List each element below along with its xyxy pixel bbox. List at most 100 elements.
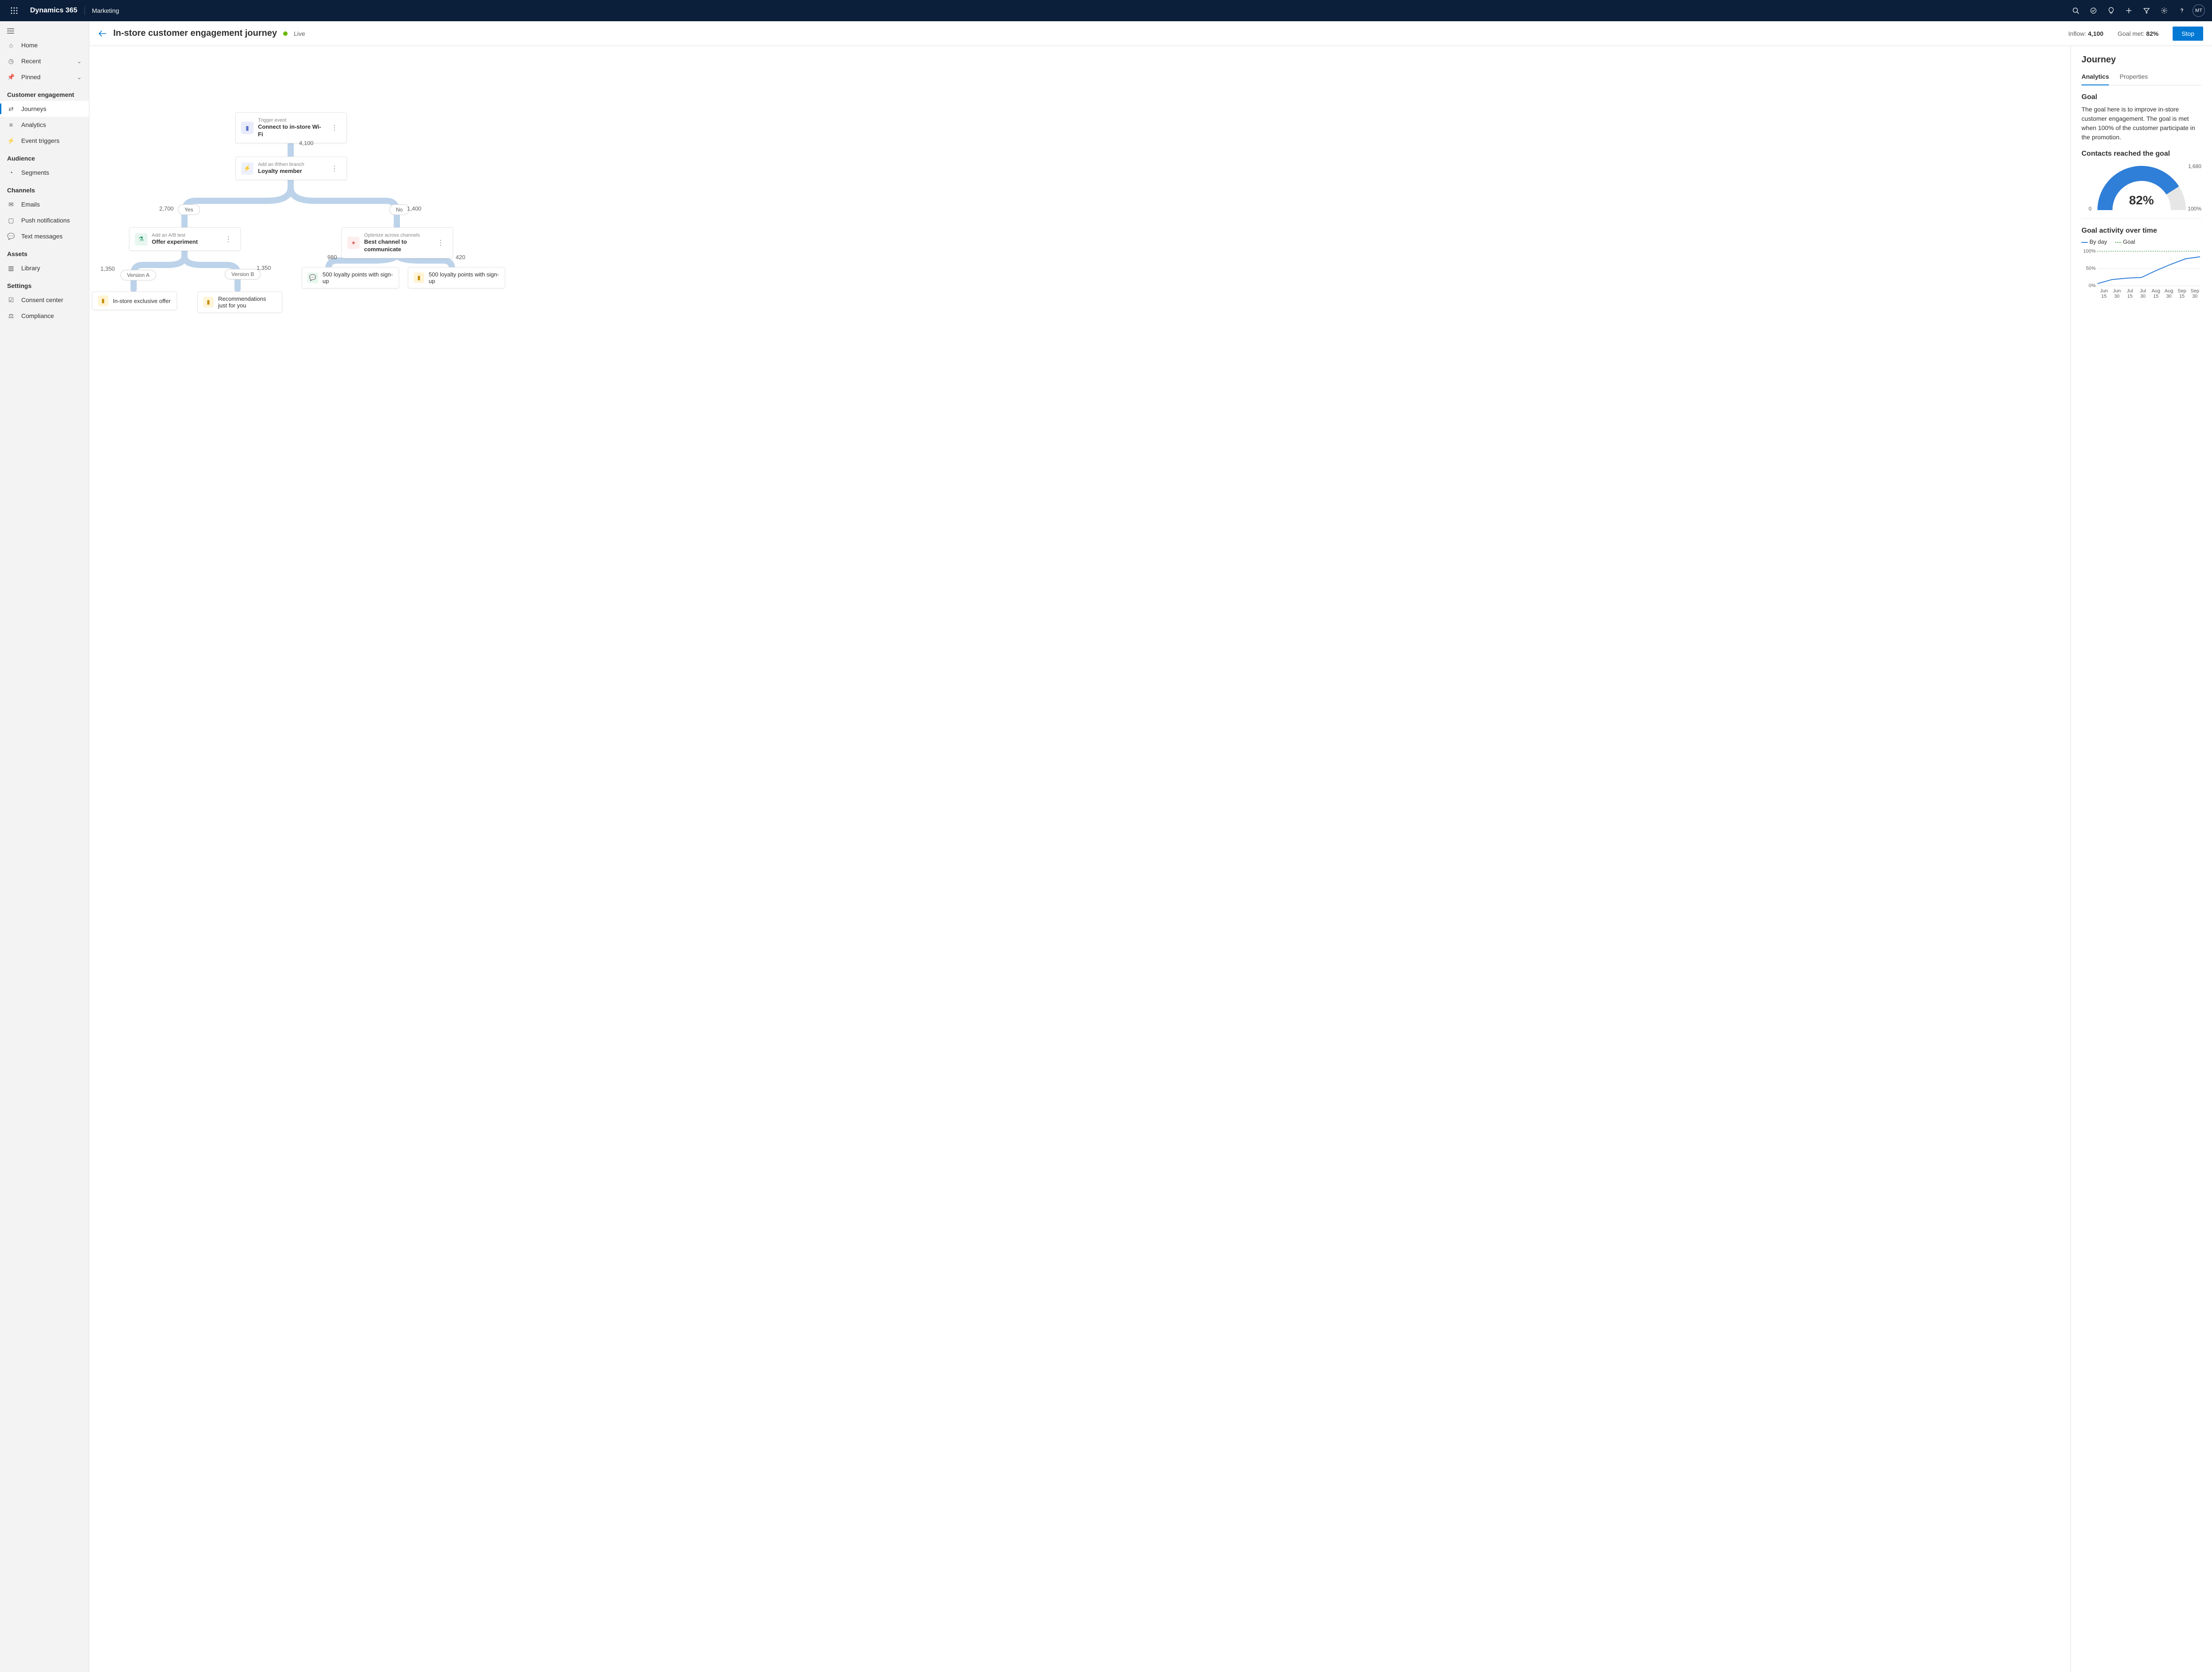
nav-label: Consent center <box>21 296 63 303</box>
flow-count: 4,100 <box>299 140 314 146</box>
nav-label: Segments <box>21 169 49 176</box>
chevron-down-icon: ⌄ <box>77 58 82 65</box>
trend-heading: Goal activity over time <box>2081 227 2201 235</box>
node-eyebrow: Add an if/then branch <box>258 161 304 168</box>
node-title: Best channel to communicate <box>364 238 430 253</box>
lightbulb-icon <box>2108 7 2114 14</box>
coupon-icon: ▮ <box>203 297 214 307</box>
settings-button[interactable] <box>2155 0 2173 21</box>
help-button[interactable] <box>2173 0 2191 21</box>
sidebar-toggle[interactable] <box>0 25 89 37</box>
gauge-heading: Contacts reached the goal <box>2081 150 2201 158</box>
node-branch[interactable]: ⚡ Add an if/then branchLoyalty member ⋮ <box>235 157 347 180</box>
gauge-count: 1,680 <box>2188 163 2201 169</box>
nav-pinned[interactable]: 📌Pinned⌄ <box>0 69 89 85</box>
ideas-button[interactable] <box>2102 0 2120 21</box>
leaf-title: Recommendations just for you <box>218 295 276 309</box>
flow-count: 2,700 <box>159 205 174 212</box>
clock-icon: ◷ <box>7 58 15 65</box>
nav-event-triggers[interactable]: ⚡Event triggers <box>0 133 89 149</box>
node-abtest[interactable]: ⚗ Add an A/B testOffer experiment ⋮ <box>129 227 241 251</box>
leaf-instore-offer[interactable]: ▮ In-store exclusive offer <box>92 291 177 310</box>
node-eyebrow: Trigger event <box>258 117 324 123</box>
tab-properties[interactable]: Properties <box>2120 70 2148 85</box>
journey-canvas[interactable]: ▮ Trigger eventConnect to in-store Wi-Fi… <box>89 46 2070 1672</box>
gauge-max: 100% <box>2188 206 2201 212</box>
compliance-icon: ⚖ <box>7 312 15 320</box>
segments-icon: ◔ <box>7 169 15 176</box>
flow-count: 420 <box>456 254 465 261</box>
nav-analytics[interactable]: ≡ Analytics <box>0 117 89 133</box>
node-more-button[interactable]: ⋮ <box>328 123 341 132</box>
add-button[interactable] <box>2120 0 2138 21</box>
nav-consent[interactable]: ☑Consent center <box>0 292 89 308</box>
node-trigger[interactable]: ▮ Trigger eventConnect to in-store Wi-Fi… <box>235 112 347 143</box>
node-more-button[interactable]: ⋮ <box>434 238 447 247</box>
leaf-loyalty-coupon[interactable]: ▮ 500 loyalty points with sign-up <box>408 267 505 288</box>
stop-button[interactable]: Stop <box>2173 27 2203 41</box>
svg-text:0%: 0% <box>2089 283 2096 288</box>
abtest-icon: ⚗ <box>135 233 147 245</box>
nav-label: Library <box>21 265 40 272</box>
branch-yes-pill: Yes <box>178 204 200 215</box>
flow-count: 1,350 <box>257 265 271 271</box>
chevron-down-icon: ⌄ <box>77 73 82 81</box>
analytics-icon: ≡ <box>7 121 15 128</box>
node-optimize[interactable]: ✶ Optimize across channelsBest channel t… <box>342 227 453 258</box>
version-a-pill: Version A <box>120 270 156 280</box>
sms-icon: 💬 <box>7 233 15 240</box>
leaf-recommendations[interactable]: ▮ Recommendations just for you <box>197 291 282 313</box>
nav-home[interactable]: ⌂Home <box>0 37 89 53</box>
leaf-loyalty-chat[interactable]: 💬 500 loyalty points with sign-up <box>302 267 399 288</box>
gauge-min: 0 <box>2089 206 2092 212</box>
leaf-title: 500 loyalty points with sign-up <box>429 271 499 284</box>
nav-text[interactable]: 💬 Text messages <box>0 228 89 244</box>
nav-library[interactable]: ▥ Library <box>0 260 89 276</box>
pin-icon: 📌 <box>7 73 15 81</box>
optimize-icon: ✶ <box>347 237 360 249</box>
leaf-title: In-store exclusive offer <box>113 298 171 304</box>
node-title: Connect to in-store Wi-Fi <box>258 123 324 138</box>
coupon-icon: ▮ <box>98 295 108 306</box>
target-icon <box>2090 7 2097 14</box>
section-customer-engagement: Customer engagement <box>0 85 89 101</box>
back-button[interactable] <box>98 30 107 37</box>
library-icon: ▥ <box>7 265 15 272</box>
brand[interactable]: Dynamics 365 <box>25 7 83 15</box>
trend-legend: By day Goal <box>2081 238 2201 245</box>
arrow-left-icon <box>98 30 107 37</box>
goal-text: The goal here is to improve in-store cus… <box>2081 105 2201 142</box>
push-icon: ▢ <box>7 217 15 224</box>
nav-recent[interactable]: ◷Recent⌄ <box>0 53 89 69</box>
home-icon: ⌂ <box>7 42 15 49</box>
trend-chart: 0%50%100% Jun15Jun30Jul15Jul30Aug15Aug30… <box>2081 249 2201 299</box>
nav-label: Text messages <box>21 233 62 240</box>
task-button[interactable] <box>2085 0 2102 21</box>
legend-goal: Goal <box>2123 238 2135 245</box>
plus-icon <box>2125 7 2132 14</box>
nav-label: Analytics <box>21 121 46 128</box>
module-name[interactable]: Marketing <box>87 7 124 14</box>
search-button[interactable] <box>2067 0 2085 21</box>
legend-byday: By day <box>2089 238 2107 245</box>
section-settings: Settings <box>0 276 89 292</box>
page-title: In-store customer engagement journey <box>113 28 277 38</box>
nav-segments[interactable]: ◔ Segments <box>0 165 89 180</box>
trigger-icon: ▮ <box>241 122 253 134</box>
nav-push[interactable]: ▢Push notifications <box>0 212 89 228</box>
branch-icon: ⚡ <box>241 162 253 175</box>
nav-emails[interactable]: ✉Emails <box>0 196 89 212</box>
panel-title: Journey <box>2081 55 2201 65</box>
inflow-metric: Inflow: 4,100 <box>2068 30 2103 37</box>
nav-compliance[interactable]: ⚖Compliance <box>0 308 89 324</box>
user-avatar[interactable]: MT <box>2193 4 2205 17</box>
filter-button[interactable] <box>2138 0 2155 21</box>
node-more-button[interactable]: ⋮ <box>222 235 235 244</box>
node-more-button[interactable]: ⋮ <box>328 164 341 173</box>
search-icon <box>2072 7 2079 14</box>
nav-journeys[interactable]: ⇄Journeys <box>0 101 89 117</box>
tab-analytics[interactable]: Analytics <box>2081 70 2109 85</box>
app-launcher[interactable] <box>4 7 25 14</box>
brand-divider <box>84 6 85 15</box>
flow-count: 1,350 <box>100 265 115 272</box>
